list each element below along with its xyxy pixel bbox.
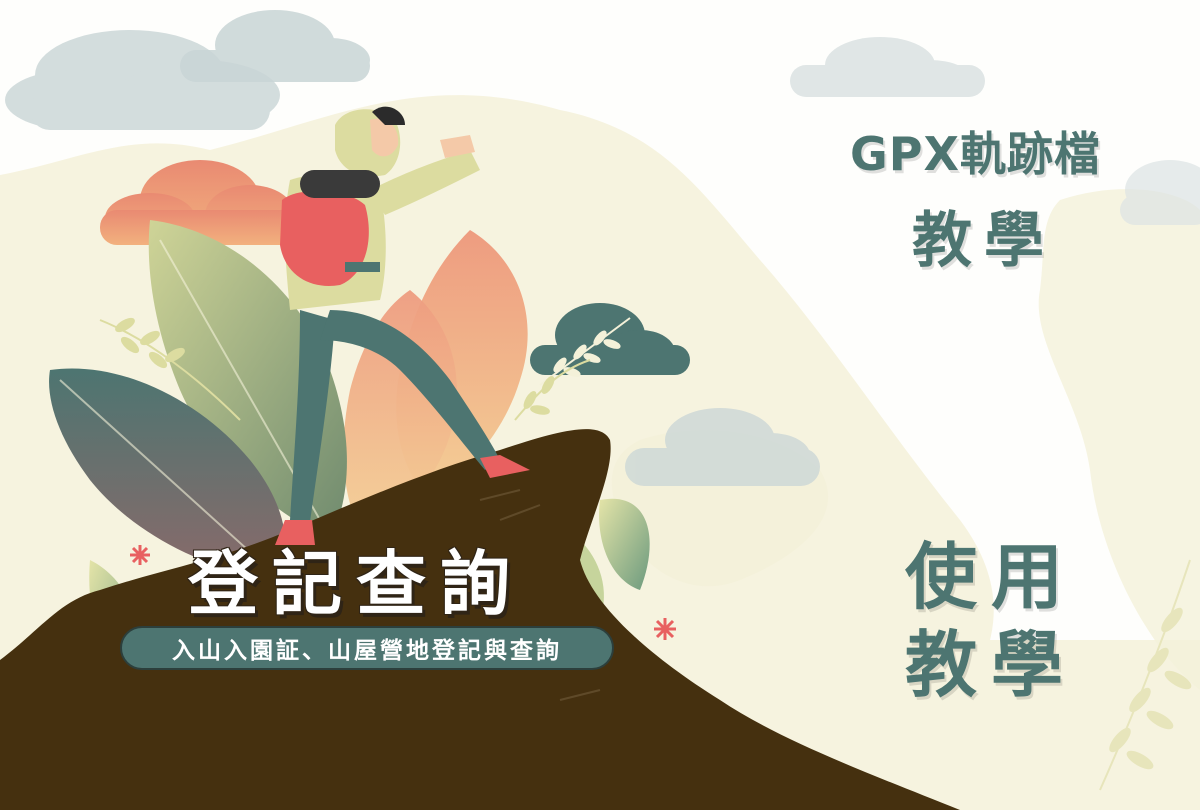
cloud-top-left [5, 30, 280, 130]
fern-far-right [1099, 559, 1192, 791]
cloud-mid [625, 408, 820, 486]
usage-tutorial-line1[interactable]: 使用 [905, 535, 1078, 619]
gpx-tutorial-subtitle[interactable]: 教學 [912, 206, 1056, 276]
registration-subtitle: 入山入園証、山屋營地登記與查詢 [172, 638, 562, 664]
hiker [275, 106, 530, 545]
flower-right [654, 618, 676, 640]
cloud-top-right [790, 37, 985, 97]
fern-right-mid [514, 359, 591, 421]
gpx-tutorial-title[interactable]: GPX軌跡檔 [850, 127, 1101, 181]
cloud-pink [100, 160, 300, 245]
small-leaf-right [599, 498, 650, 590]
flower-left [130, 545, 150, 565]
cream-blob-right [1038, 189, 1200, 690]
fern-left [99, 317, 241, 421]
registration-subtitle-pill[interactable]: 入山入園証、山屋營地登記與查詢 [120, 626, 614, 670]
registration-title[interactable]: 登記查詢 [188, 543, 524, 625]
cloud-right-edge [1120, 160, 1200, 225]
mountain [0, 429, 960, 810]
cloud-top-center [180, 10, 370, 82]
teal-leaf-left [49, 368, 286, 580]
mountain-speed-lines [479, 489, 601, 701]
usage-tutorial-line2[interactable]: 教學 [905, 623, 1078, 707]
